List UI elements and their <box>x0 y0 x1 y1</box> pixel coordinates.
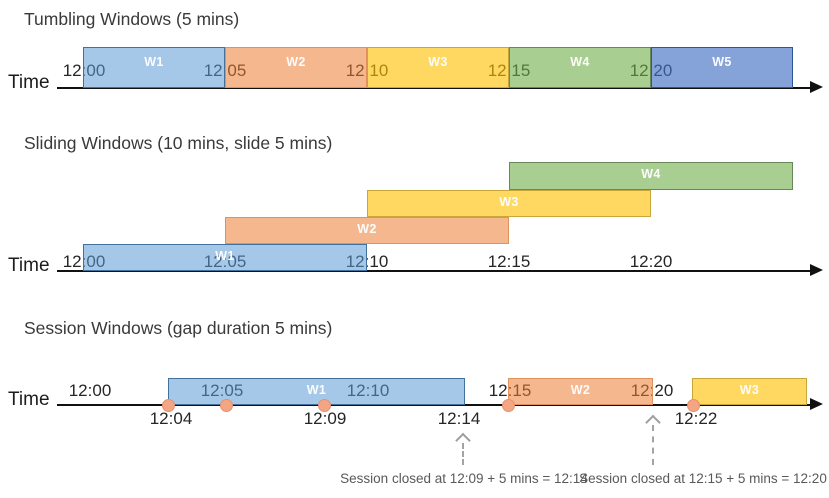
window-sliding-w3 <box>367 190 651 217</box>
window-sliding-w4 <box>509 162 793 190</box>
window-label-tumbling-w2: W2 <box>286 55 306 69</box>
window-sliding-w1 <box>83 244 367 271</box>
time-axis-label: Time <box>8 389 50 410</box>
timeline <box>57 404 810 406</box>
window-label-tumbling-w4: W4 <box>570 55 590 69</box>
timeline-arrowhead-icon <box>810 81 823 93</box>
session-close-annotation: Session closed at 12:09 + 5 mins = 12:14 <box>340 471 588 486</box>
tick-label: 12:20 <box>629 252 673 271</box>
window-sliding-w2 <box>225 217 509 244</box>
timeline-arrowhead-icon <box>810 398 823 410</box>
event-dot <box>501 398 515 412</box>
timeline <box>57 87 810 89</box>
window-tumbling-w1 <box>83 47 225 88</box>
session-close-annotation: Session closed at 12:15 + 5 mins = 12:20 <box>579 471 827 486</box>
tick-label: 12:15 <box>487 252 531 271</box>
timeline-arrowhead-icon <box>810 264 823 276</box>
event-label: 12:14 <box>437 409 481 428</box>
window-label-sliding-w4: W4 <box>641 167 661 181</box>
window-label-session-w3: W3 <box>739 382 760 397</box>
window-tumbling-w3 <box>367 47 509 88</box>
time-axis-label: Time <box>8 255 50 276</box>
event-label: 12:04 <box>149 409 193 428</box>
window-label-sliding-w2: W2 <box>357 221 377 236</box>
dashed-arrow-line <box>652 425 654 465</box>
window-session-w1 <box>168 378 465 405</box>
window-session-w3 <box>692 378 807 405</box>
event-label: 12:09 <box>303 409 347 428</box>
tick-label: 12:00 <box>68 381 112 400</box>
window-label-tumbling-w5: W5 <box>712 55 732 69</box>
dashed-arrow-line <box>462 443 464 465</box>
event-dot <box>219 398 233 412</box>
window-label-sliding-w1: W1 <box>215 248 235 263</box>
event-dot <box>686 398 700 412</box>
window-label-tumbling-w3: W3 <box>428 55 448 69</box>
section-title-session: Session Windows (gap duration 5 mins) <box>24 318 333 338</box>
window-tumbling-w5 <box>651 47 793 88</box>
window-session-w2 <box>508 378 653 405</box>
window-label-sliding-w3: W3 <box>499 194 519 209</box>
window-tumbling-w2 <box>225 47 367 88</box>
section-title-sliding: Sliding Windows (10 mins, slide 5 mins) <box>24 133 333 153</box>
time-axis-label: Time <box>8 72 50 93</box>
section-title-tumbling: Tumbling Windows (5 mins) <box>24 9 240 29</box>
event-dot <box>161 398 175 412</box>
window-label-tumbling-w1: W1 <box>144 55 164 69</box>
event-dot <box>317 398 331 412</box>
event-label: 12:22 <box>674 409 718 428</box>
timeline <box>57 270 810 272</box>
window-label-session-w1: W1 <box>306 382 327 397</box>
window-label-session-w2: W2 <box>570 382 591 397</box>
window-tumbling-w4 <box>509 47 651 88</box>
